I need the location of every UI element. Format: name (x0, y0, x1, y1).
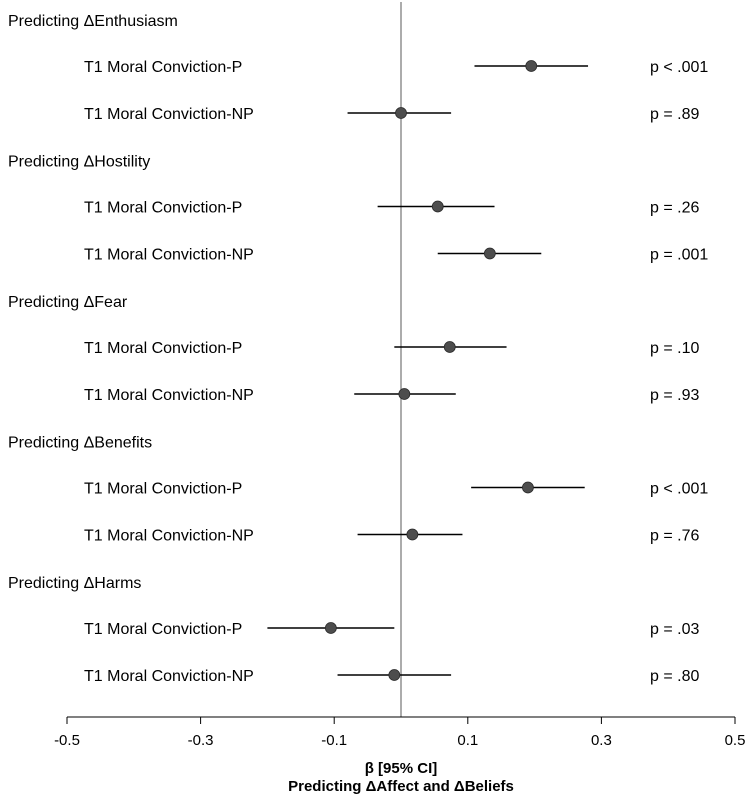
row-label: T1 Moral Conviction-P (84, 621, 242, 638)
x-tick-label: 0.5 (725, 732, 746, 749)
estimate-point (324, 622, 337, 634)
x-tick-label: 0.1 (457, 732, 478, 749)
x-axis-title: β [95% CI] (365, 760, 438, 777)
p-value-label: p = .26 (650, 200, 699, 217)
row-label: T1 Moral Conviction-NP (84, 387, 254, 404)
group-label: Predicting ΔHarms (8, 575, 141, 592)
row-label: T1 Moral Conviction-P (84, 200, 242, 217)
row-label: T1 Moral Conviction-NP (84, 668, 254, 685)
row-label: T1 Moral Conviction-P (84, 59, 242, 76)
row-label: T1 Moral Conviction-P (84, 481, 242, 498)
p-value-label: p = .89 (650, 106, 699, 123)
x-tick-label: -0.3 (188, 732, 214, 749)
estimate-point (388, 669, 401, 681)
p-value-label: p = .80 (650, 668, 699, 685)
p-value-label: p = .93 (650, 387, 699, 404)
estimate-point (522, 481, 534, 494)
estimate-point (443, 341, 456, 353)
estimate-point (525, 60, 538, 72)
estimate-point (431, 200, 444, 213)
p-value-label: p = .76 (650, 528, 699, 545)
group-label: Predicting ΔEnthusiasm (8, 13, 178, 30)
estimate-point (398, 388, 411, 400)
x-tick-label: -0.5 (54, 732, 80, 749)
p-value-label: p = .001 (650, 247, 708, 264)
p-value-label: p = .10 (650, 340, 699, 357)
estimate-point (395, 107, 407, 119)
p-value-label: p < .001 (650, 481, 708, 498)
p-value-label: p = .03 (650, 621, 699, 638)
group-label: Predicting ΔFear (8, 294, 128, 311)
x-tick-label: -0.1 (321, 732, 347, 749)
x-tick-label: 0.3 (591, 732, 612, 749)
row-label: T1 Moral Conviction-NP (84, 247, 254, 264)
p-value-label: p < .001 (650, 59, 708, 76)
estimate-point (406, 528, 419, 541)
group-label: Predicting ΔHostility (8, 154, 150, 171)
group-label: Predicting ΔBenefits (8, 435, 152, 452)
row-label: T1 Moral Conviction-NP (84, 106, 254, 123)
x-axis-subtitle: Predicting ΔAffect and ΔBeliefs (288, 778, 514, 795)
row-label: T1 Moral Conviction-NP (84, 528, 254, 545)
row-label: T1 Moral Conviction-P (84, 340, 242, 357)
estimate-point (483, 247, 496, 260)
